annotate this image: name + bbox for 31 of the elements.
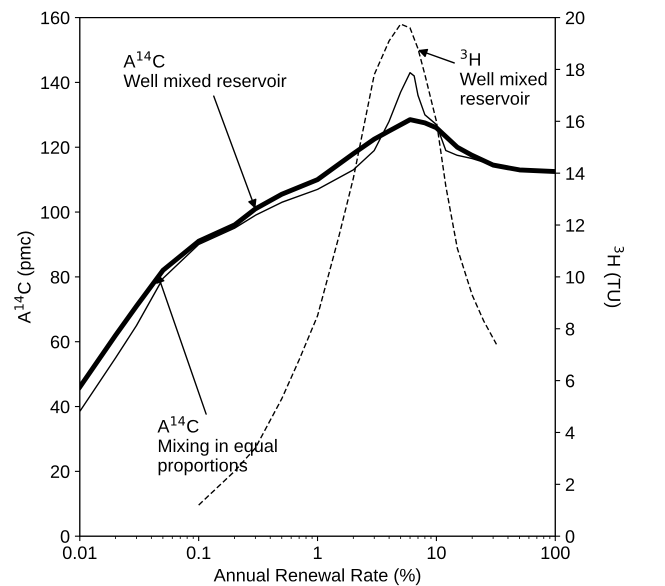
y-tick-label: 0 [60, 530, 70, 543]
y2-tick-label: 2 [566, 478, 574, 491]
y2-tick-label: 14 [566, 167, 585, 180]
y-tick-label: 80 [50, 270, 70, 284]
y-tick-label: 160 [41, 12, 70, 24]
x-tick-label: 0.01 [62, 546, 96, 560]
annotation: A$^{14}$C Mixing in equal proportions [157, 416, 277, 476]
y2-tick-label: 6 [566, 374, 574, 388]
x-tick-label: 1 [314, 546, 322, 559]
y2-tick-label: 0 [566, 530, 574, 543]
y2-tick-label: 8 [566, 322, 574, 336]
y-tick-label: 140 [41, 76, 70, 90]
y-tick-label: 20 [50, 465, 70, 478]
y2-tick-label: 16 [566, 115, 584, 128]
x-tick-label: 10 [428, 546, 446, 560]
y-tick-label: 120 [41, 141, 70, 154]
y2-tick-label: 4 [565, 426, 575, 440]
y2-tick-label: 20 [566, 12, 584, 24]
y2-axis-title: $^{3}$H (TU) [604, 246, 624, 308]
y2-tick-label: 12 [566, 218, 584, 232]
y-tick-label: 40 [50, 400, 70, 414]
y-tick-label: 100 [41, 206, 70, 219]
y-axis-title: A$^{14}$C (pmc) [14, 232, 34, 324]
x-axis-title: Annual Renewal Rate (%) [214, 568, 420, 586]
y2-tick-label: 10 [566, 270, 584, 284]
x-tick-label: 0.1 [186, 546, 210, 560]
y2-tick-label: 18 [566, 63, 584, 76]
annotation: A$^{14}$C Well mixed reservoir [123, 51, 286, 88]
x-tick-label: 100 [542, 546, 570, 560]
y-tick-label: 60 [50, 336, 70, 348]
annotation: $^{3}$H Well mixed reservoir [460, 49, 546, 105]
